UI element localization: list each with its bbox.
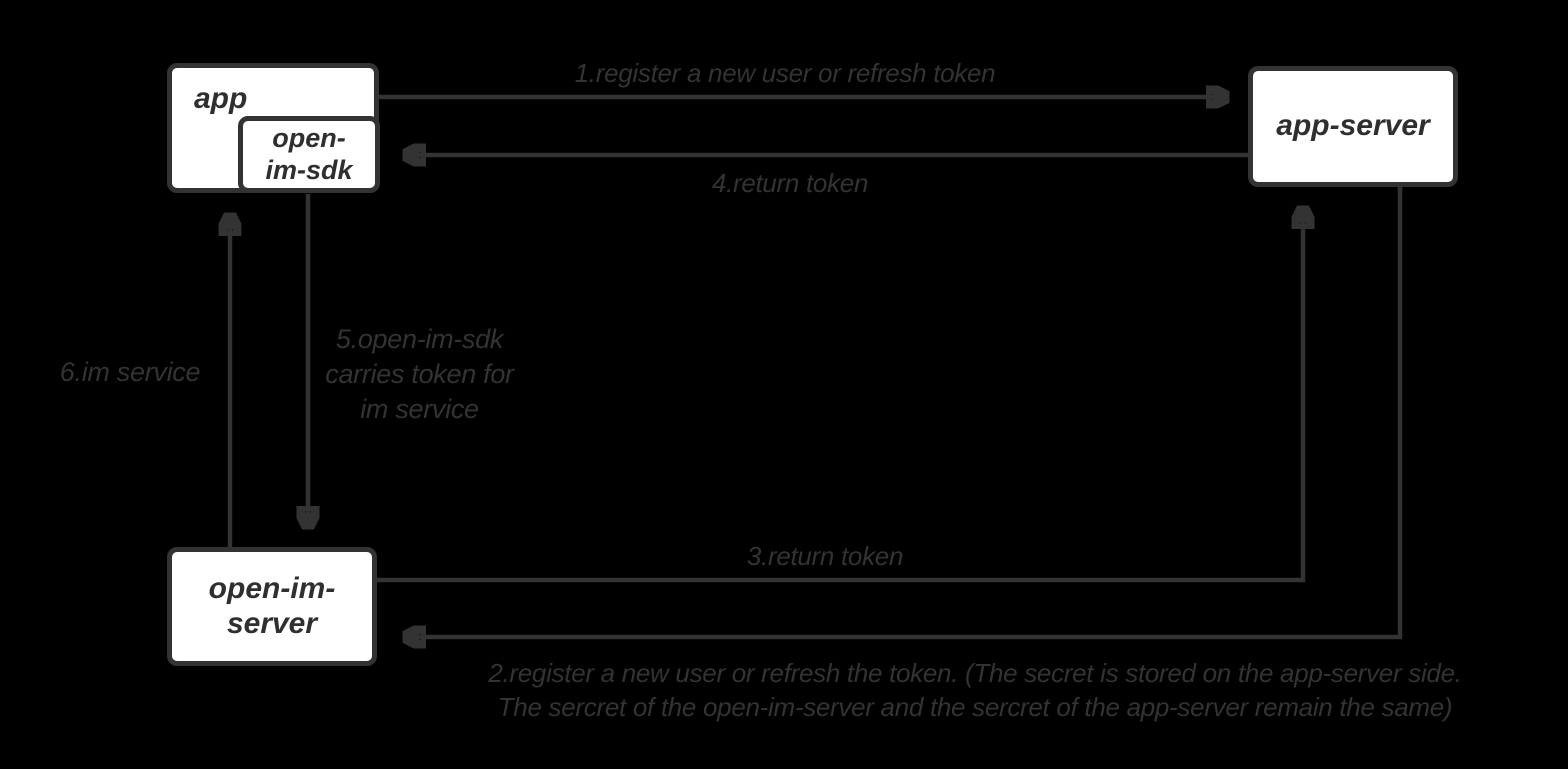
node-open-im-server: open-im- server [167,547,377,666]
node-app-label: app [194,82,248,115]
edge-label-1-register: 1.register a new user or refresh token [574,58,996,88]
node-open-im-server-label: open-im- server [208,572,336,640]
node-open-im-sdk-label: open- im-sdk [265,123,353,185]
node-open-im-sdk: open- im-sdk [238,116,380,193]
edge-label-4-return-token: 4.return token [711,168,869,198]
node-app-server-label: app-server [1276,109,1430,143]
edge-label-2-register: 2.register a new user or refresh the tok… [488,658,1462,722]
arrow-2-register [406,187,1403,637]
arrow-3-return-token [377,209,1303,583]
node-app-server: app-server [1248,66,1458,187]
edge-label-6-im-service: 6.im service [59,357,201,387]
edge-label-5-carries-token: 5.open-im-sdk carries token for im servi… [325,324,514,425]
edge-label-3-return-token: 3.return token [746,541,904,571]
